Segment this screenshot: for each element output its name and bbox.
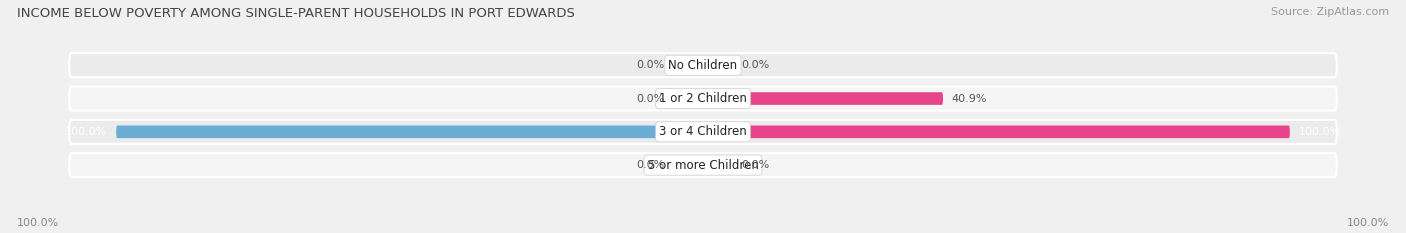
FancyBboxPatch shape: [703, 159, 733, 171]
Text: INCOME BELOW POVERTY AMONG SINGLE-PARENT HOUSEHOLDS IN PORT EDWARDS: INCOME BELOW POVERTY AMONG SINGLE-PARENT…: [17, 7, 575, 20]
Text: 0.0%: 0.0%: [637, 60, 665, 70]
Text: Source: ZipAtlas.com: Source: ZipAtlas.com: [1271, 7, 1389, 17]
Text: 1 or 2 Children: 1 or 2 Children: [659, 92, 747, 105]
FancyBboxPatch shape: [703, 59, 733, 72]
Text: 100.0%: 100.0%: [17, 218, 59, 228]
FancyBboxPatch shape: [673, 92, 703, 105]
Text: 0.0%: 0.0%: [637, 93, 665, 103]
Text: No Children: No Children: [668, 59, 738, 72]
FancyBboxPatch shape: [673, 59, 703, 72]
Legend: Single Father, Single Mother: Single Father, Single Mother: [593, 230, 813, 233]
Text: 0.0%: 0.0%: [741, 60, 769, 70]
Text: 100.0%: 100.0%: [1347, 218, 1389, 228]
Text: 100.0%: 100.0%: [65, 127, 107, 137]
FancyBboxPatch shape: [69, 153, 1337, 177]
FancyBboxPatch shape: [69, 86, 1337, 110]
FancyBboxPatch shape: [673, 159, 703, 171]
Text: 0.0%: 0.0%: [741, 160, 769, 170]
Text: 40.9%: 40.9%: [952, 93, 987, 103]
Text: 100.0%: 100.0%: [1299, 127, 1341, 137]
Text: 0.0%: 0.0%: [637, 160, 665, 170]
FancyBboxPatch shape: [703, 92, 943, 105]
FancyBboxPatch shape: [69, 120, 1337, 144]
FancyBboxPatch shape: [703, 126, 1289, 138]
FancyBboxPatch shape: [117, 126, 703, 138]
Text: 5 or more Children: 5 or more Children: [648, 159, 758, 171]
Text: 3 or 4 Children: 3 or 4 Children: [659, 125, 747, 138]
FancyBboxPatch shape: [69, 53, 1337, 77]
